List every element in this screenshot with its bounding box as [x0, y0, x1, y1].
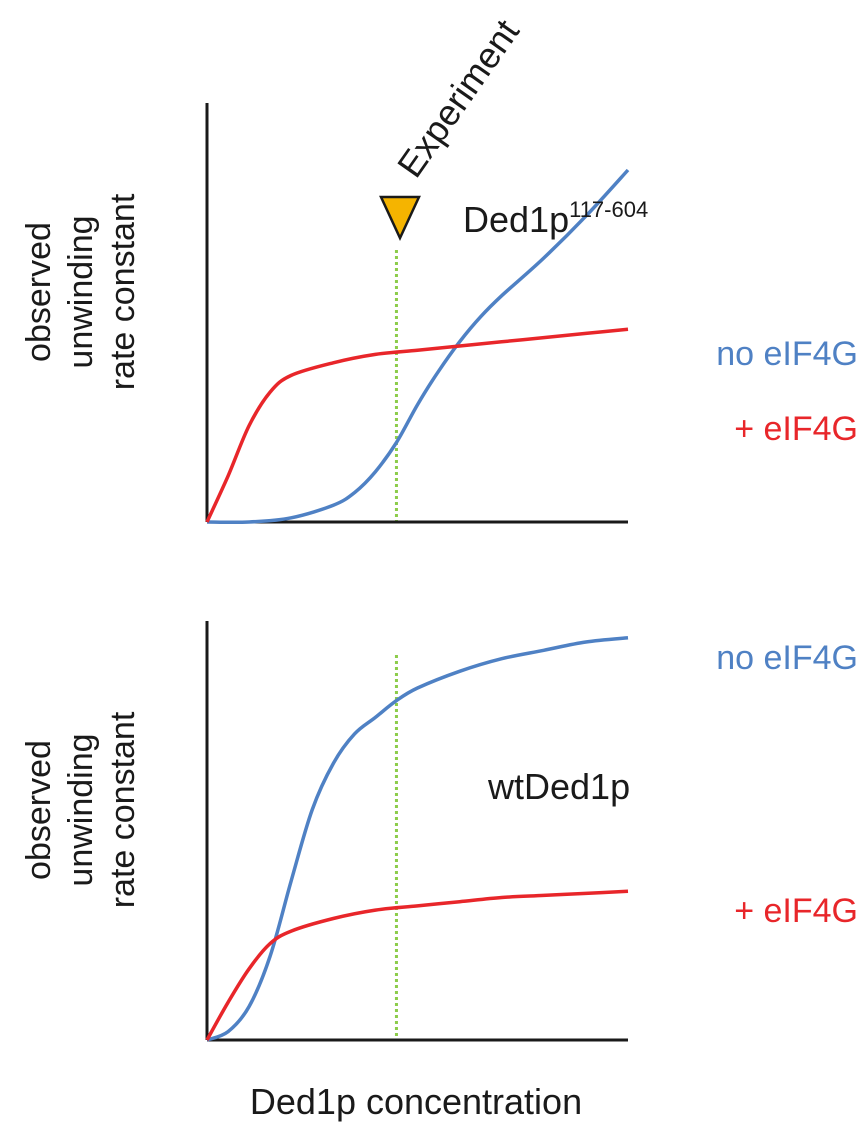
- top-legend-plus-eif4g: + eIF4G: [734, 410, 858, 448]
- experiment-annotation: Experiment: [389, 12, 527, 185]
- bottom-legend-plus-eif4g: + eIF4G: [734, 892, 858, 930]
- bottom-ylabel-line-1: observed: [20, 740, 58, 880]
- bottom-ylabel-line-3: rate constant: [104, 711, 142, 908]
- bottom-panel-label: wtDed1p: [487, 766, 630, 807]
- top-panel: observed unwinding rate constant Experim…: [20, 12, 858, 525]
- top-legend-no-eif4g: no eIF4G: [716, 335, 858, 373]
- top-ylabel-line-1: observed: [20, 222, 58, 362]
- top-ylabel-line-3: rate constant: [104, 193, 142, 390]
- bottom-series-plus-eif4g-line: [205, 889, 629, 1041]
- bottom-ylabel-line-2: unwinding: [62, 733, 100, 886]
- top-series-plus-eif4g-line: [205, 327, 629, 523]
- bottom-legend-no-eif4g: no eIF4G: [716, 639, 858, 677]
- top-series-no-eif4g-line: [206, 168, 630, 525]
- top-panel-label: Ded1p117-604: [463, 197, 648, 240]
- top-panel-label-main: Ded1p: [463, 199, 569, 240]
- x-axis-label: Ded1p concentration: [250, 1081, 582, 1122]
- bottom-series-no-eif4g-line: [206, 636, 629, 1042]
- top-panel-label-superscript: 117-604: [569, 197, 648, 222]
- experiment-marker-icon: [379, 195, 421, 241]
- bottom-panel: observed unwinding rate constant wtDed1p…: [20, 621, 858, 1122]
- top-ylabel-line-2: unwinding: [62, 215, 100, 368]
